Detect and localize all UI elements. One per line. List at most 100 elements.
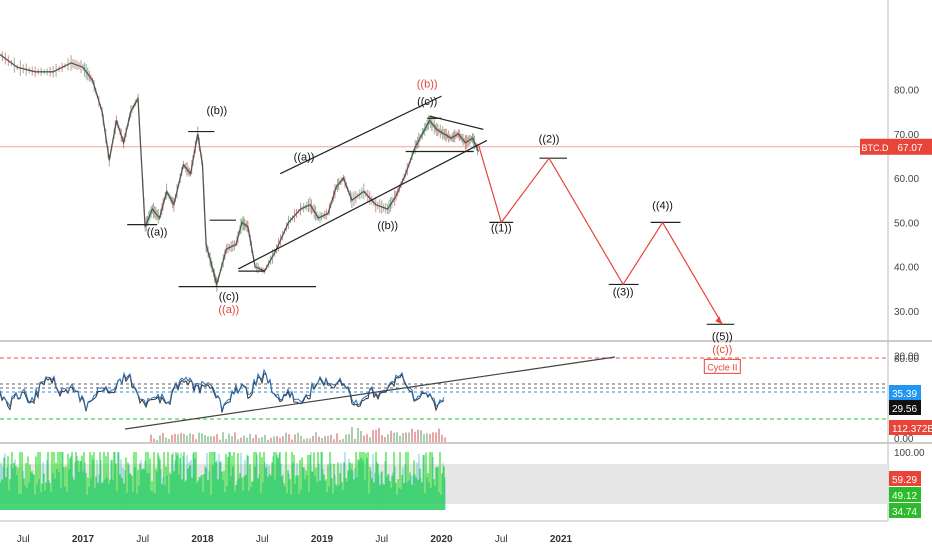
volume-bar — [408, 432, 410, 442]
volume-bar — [270, 437, 272, 442]
volume-bar — [276, 436, 278, 442]
indicator-tick: 0.00 — [894, 434, 914, 445]
volume-bar — [390, 430, 392, 442]
volume-bar — [216, 434, 218, 442]
volume-bar — [417, 429, 419, 442]
volume-bar — [354, 438, 356, 442]
volume-bar — [207, 436, 209, 442]
volume-bar — [438, 428, 440, 442]
volume-bar — [273, 436, 275, 442]
wave-label: ((c)) — [417, 96, 437, 108]
volume-bar — [246, 437, 248, 442]
wave-label: ((b)) — [417, 78, 438, 90]
oscillator-badge-label: 59.29 — [892, 475, 917, 486]
volume-bar — [333, 439, 335, 442]
volume-bar — [171, 434, 173, 442]
indicator-trendline[interactable] — [124, 356, 616, 430]
projection-path[interactable] — [477, 144, 723, 325]
volume-bar — [264, 435, 266, 442]
volume-bar — [321, 438, 323, 442]
volume-bar — [183, 433, 185, 442]
volume-bar — [195, 439, 197, 442]
indicator-badge-label: 35.39 — [892, 389, 917, 400]
volume-bar — [150, 434, 152, 442]
x-tick-label: Jul — [495, 534, 508, 545]
cycle-label-box — [703, 358, 741, 374]
volume-bar — [255, 434, 257, 442]
x-tick-label: 2019 — [311, 534, 334, 545]
wave-trendline[interactable] — [279, 95, 442, 175]
volume-bar — [282, 436, 284, 442]
volume-bar — [312, 435, 314, 442]
y-tick-label: 50.00 — [894, 218, 919, 229]
wave-label: ((5)) — [712, 331, 733, 343]
volume-bar — [258, 438, 260, 442]
volume-bar — [420, 430, 422, 442]
volume-bar — [156, 439, 158, 442]
volume-bar — [204, 435, 206, 442]
symbol-badge — [860, 138, 890, 155]
volume-bar — [306, 438, 308, 442]
y-tick-label: 40.00 — [894, 263, 919, 274]
volume-bar — [303, 439, 305, 442]
volume-bar — [222, 432, 224, 442]
volume-bar — [429, 434, 431, 442]
volume-bar — [297, 432, 299, 442]
volume-bar — [381, 435, 383, 442]
wave-label: ((a)) — [147, 227, 168, 239]
indicator-line-dark — [0, 372, 445, 413]
x-tick-label: Jul — [17, 534, 30, 545]
wave-label: ((b)) — [206, 105, 227, 117]
volume-bar — [285, 432, 287, 442]
volume-bar — [405, 432, 407, 442]
oscillator-badge — [889, 503, 921, 518]
volume-bar — [291, 439, 293, 442]
volume-bar — [225, 439, 227, 442]
x-tick-label: 2021 — [550, 534, 573, 545]
volume-bar — [186, 435, 188, 442]
volume-bar — [357, 428, 359, 442]
volume-bar — [198, 432, 200, 442]
volume-bar — [288, 434, 290, 442]
wave-label: ((a)) — [294, 151, 315, 163]
wave-label: ((c)) — [712, 344, 732, 356]
volume-bar — [342, 438, 344, 442]
volume-bar — [165, 437, 167, 442]
volume-bar — [399, 435, 401, 442]
volume-bar — [189, 433, 191, 442]
volume-bar — [315, 432, 317, 442]
indicator-badge-label: 112.372B — [892, 424, 932, 435]
volume-bar — [387, 434, 389, 442]
volume-bar — [324, 436, 326, 442]
volume-bar — [153, 438, 155, 442]
oscillator-badge-label: 49.12 — [892, 491, 917, 502]
price-series-line — [0, 53, 480, 287]
wave-label: ((a)) — [218, 304, 239, 316]
volume-bar — [330, 434, 332, 442]
volume-bar — [309, 438, 311, 442]
volume-bar — [237, 439, 239, 442]
volume-bar — [252, 438, 254, 442]
volume-bar — [432, 432, 434, 442]
wave-label: ((c)) — [219, 291, 239, 303]
volume-bar — [219, 439, 221, 442]
volume-bar — [339, 439, 341, 442]
oscillator-tick: 100.00 — [894, 448, 925, 459]
volume-bar — [267, 439, 269, 442]
volume-bar — [162, 433, 164, 442]
volume-bar — [300, 435, 302, 442]
volume-bar — [336, 433, 338, 442]
oscillator-badge — [889, 487, 921, 502]
volume-bar — [174, 433, 176, 442]
volume-bar — [318, 436, 320, 442]
x-tick-label: 2018 — [191, 534, 214, 545]
x-tick-label: 2020 — [430, 534, 453, 545]
wave-trendline[interactable] — [238, 139, 488, 270]
volume-bar — [249, 433, 251, 442]
volume-bar — [423, 434, 425, 442]
volume-bar — [363, 435, 365, 442]
volume-bar — [414, 431, 416, 442]
y-tick-label: 70.00 — [894, 130, 919, 141]
indicator-line-blue — [0, 368, 445, 411]
volume-bar — [411, 428, 413, 442]
